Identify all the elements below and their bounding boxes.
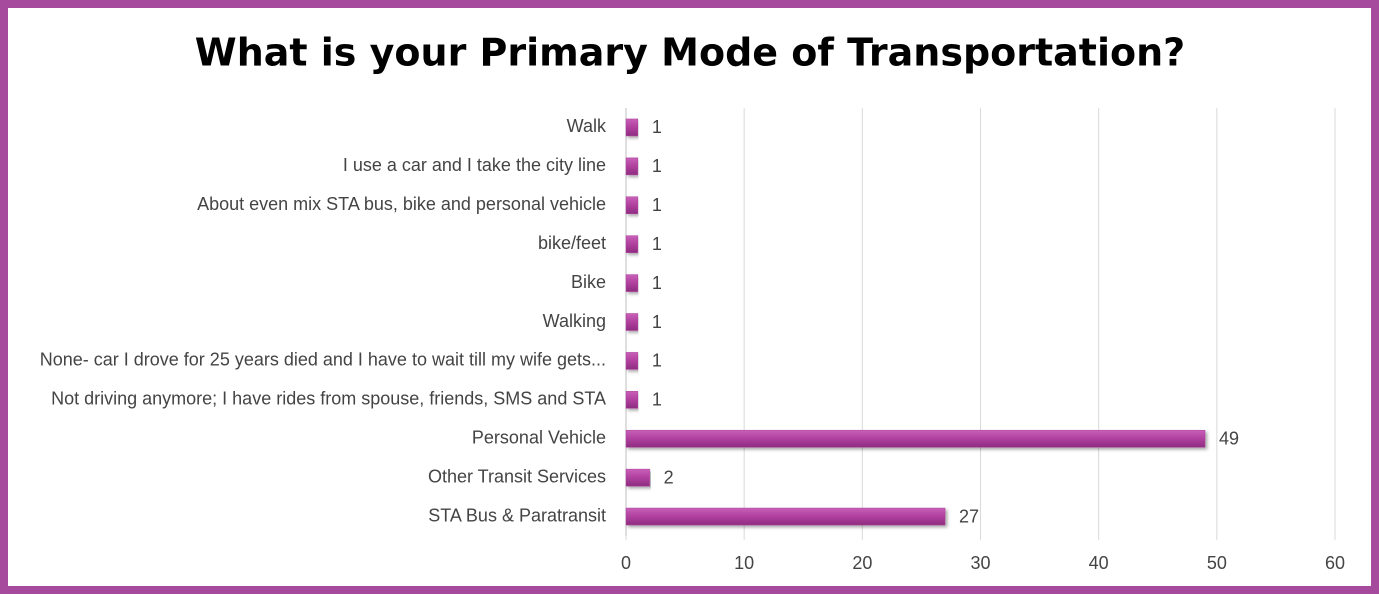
bar <box>625 235 639 253</box>
bar <box>625 118 639 137</box>
value-label: 1 <box>652 195 662 215</box>
value-label: 27 <box>959 506 979 526</box>
y-tick-label: About even mix STA bus, bike and persona… <box>197 194 606 214</box>
bar <box>625 313 639 331</box>
value-label: 49 <box>1219 428 1239 448</box>
x-tick-label: 40 <box>1089 553 1109 573</box>
bar <box>625 468 650 487</box>
bar <box>625 196 639 215</box>
x-tick-label: 10 <box>734 553 754 573</box>
chart-title: What is your Primary Mode of Transportat… <box>195 31 1185 75</box>
y-tick-label: Other Transit Services <box>428 466 606 486</box>
value-label: 1 <box>652 156 662 176</box>
y-tick-label: STA Bus & Paratransit <box>428 505 606 525</box>
y-tick-label: Personal Vehicle <box>472 427 606 447</box>
value-label: 1 <box>652 351 662 371</box>
value-label: 1 <box>652 390 662 410</box>
y-tick-label: bike/feet <box>538 233 606 253</box>
bar <box>625 157 639 176</box>
bar <box>625 274 639 292</box>
value-label: 2 <box>664 467 674 487</box>
y-tick-label: Walk <box>567 116 607 136</box>
x-tick-label: 30 <box>970 553 990 573</box>
value-label: 1 <box>652 234 662 254</box>
bar <box>625 429 1206 448</box>
x-tick-label: 0 <box>621 553 631 573</box>
bar <box>625 391 639 409</box>
value-label: 1 <box>652 312 662 332</box>
y-tick-label: None- car I drove for 25 years died and … <box>40 350 606 370</box>
y-tick-label: I use a car and I take the city line <box>343 155 606 175</box>
x-tick-label: 60 <box>1325 553 1345 573</box>
x-tick-label: 50 <box>1207 553 1227 573</box>
x-tick-label: 20 <box>852 553 872 573</box>
value-label: 1 <box>652 273 662 293</box>
y-tick-label: Bike <box>571 272 606 292</box>
y-tick-label: Walking <box>543 311 606 331</box>
y-tick-label: Not driving anymore; I have rides from s… <box>51 389 606 409</box>
bar <box>625 352 639 370</box>
value-label: 1 <box>652 117 662 137</box>
bar <box>625 507 946 526</box>
